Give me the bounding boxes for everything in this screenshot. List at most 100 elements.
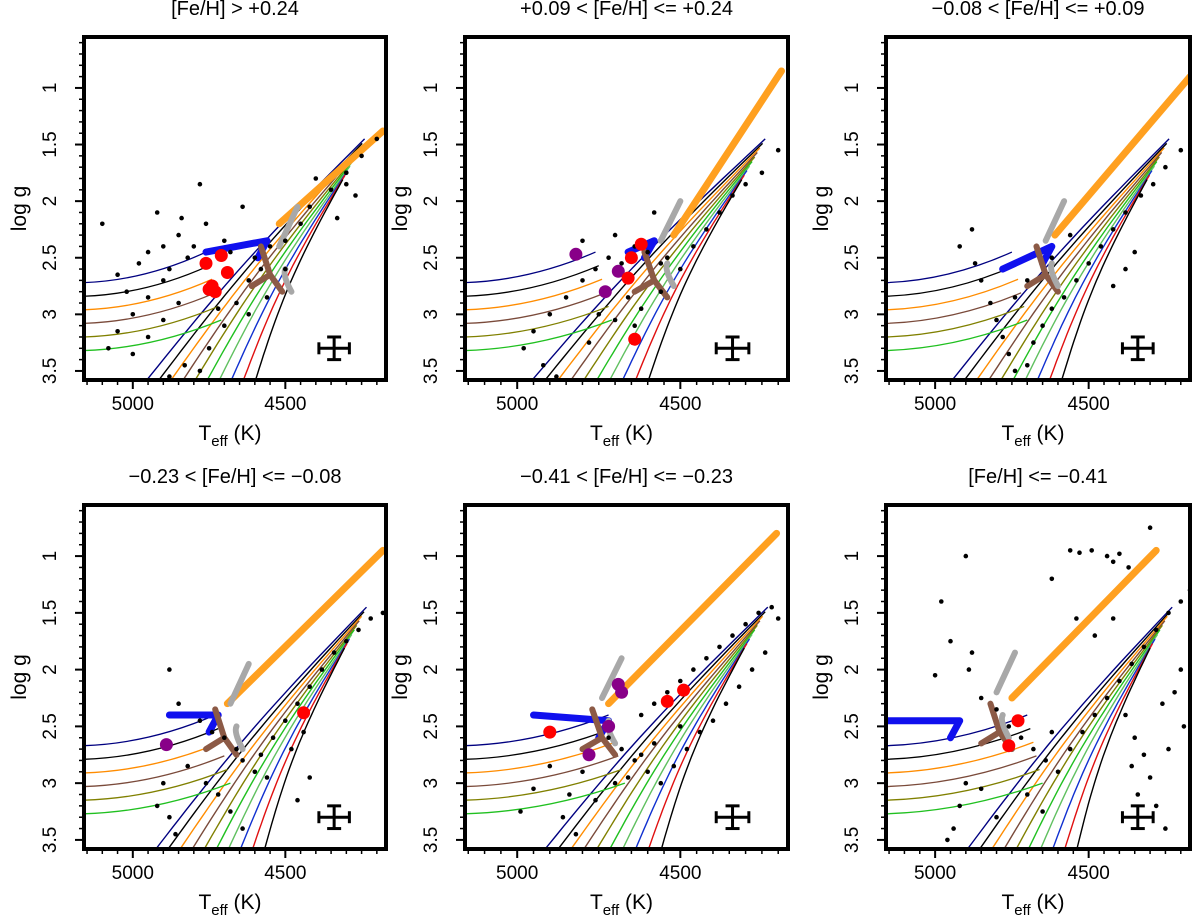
orange-band	[223, 546, 386, 708]
field-star-point	[203, 221, 209, 227]
brown-band	[579, 706, 619, 758]
x-axis-label: Teff (K)	[198, 422, 261, 450]
field-star-point	[270, 735, 276, 740]
field-star-point	[1006, 351, 1012, 357]
field-star-point	[994, 707, 999, 712]
field-star-point	[215, 792, 221, 797]
field-star-point	[619, 746, 624, 752]
x-axis-label: Teff (K)	[1001, 891, 1064, 919]
field-star-point	[606, 735, 611, 740]
field-star-point	[969, 650, 975, 655]
x-tick-label: 5000	[112, 863, 154, 884]
field-star-point	[762, 650, 768, 655]
field-star-point	[632, 758, 637, 763]
x-tick-label: 4500	[1068, 394, 1110, 415]
field-star-point	[298, 221, 303, 227]
y-tick-label: 3.5	[40, 358, 61, 384]
y-tick-label: 1	[40, 83, 61, 94]
plot-area	[886, 525, 1190, 849]
grey-band	[1042, 198, 1068, 290]
field-star-point	[167, 374, 172, 379]
field-star-point	[344, 170, 349, 176]
field-star-point	[939, 599, 944, 604]
track-line	[596, 624, 758, 849]
field-star-point	[710, 718, 716, 723]
field-star-point	[1126, 565, 1131, 570]
track-tail	[886, 292, 1022, 325]
field-star-point	[717, 644, 722, 650]
y-axis-label: log g	[810, 186, 833, 232]
field-star-point	[1031, 340, 1036, 345]
field-star-point	[1049, 306, 1055, 312]
field-star-point	[651, 701, 657, 706]
track-tail	[84, 728, 219, 760]
field-star-point	[1031, 746, 1036, 752]
track-line	[1036, 170, 1153, 380]
y-axis-label: log g	[810, 654, 833, 700]
track-tail	[84, 265, 210, 297]
x-tick-label: 4500	[659, 863, 701, 884]
track-tail	[465, 292, 606, 325]
field-star-point	[612, 232, 618, 238]
field-star-point	[743, 621, 748, 627]
track-line	[570, 151, 758, 380]
field-star-point	[1092, 633, 1098, 638]
field-star-point	[167, 667, 172, 672]
field-star-point	[176, 232, 181, 238]
y-tick-label: 1	[842, 83, 863, 94]
y-tick-label: 2.5	[842, 713, 863, 739]
field-star-point	[1153, 627, 1159, 633]
field-star-point	[684, 746, 690, 752]
track-tail	[84, 768, 228, 801]
x-tick-label: 5000	[112, 394, 154, 415]
y-tick-label: 1.5	[842, 131, 863, 157]
field-star-point	[1132, 735, 1137, 740]
field-star-point	[1040, 323, 1045, 329]
x-axis-label: Teff (K)	[590, 891, 653, 919]
red-point	[621, 271, 635, 285]
panel-2: 1 1.5 2 2.5 3 3.5 log g 5000 4500 Teff (K) +0.09 <…	[389, 0, 790, 450]
plot-area	[84, 546, 386, 849]
track-line	[978, 611, 1171, 849]
field-star-point	[567, 792, 572, 797]
panel-frame	[463, 503, 790, 851]
field-star-point	[154, 210, 160, 215]
field-star-point	[691, 244, 696, 249]
field-star-point	[1074, 278, 1079, 283]
field-star-point	[717, 210, 722, 215]
field-star-point	[704, 656, 709, 661]
x-axis-label-sub: eff	[211, 433, 228, 450]
y-tick-label: 3	[842, 778, 863, 789]
track-line	[609, 629, 756, 849]
field-star-point	[1181, 724, 1187, 729]
x-axis-label-unit: (K)	[619, 422, 653, 445]
field-star-point	[1025, 278, 1030, 283]
x-axis-label-main: T	[1001, 891, 1014, 914]
track-line	[544, 606, 769, 849]
y-tick-label: 2.5	[421, 244, 442, 270]
y-tick-label: 2	[421, 196, 442, 207]
field-star-point	[209, 729, 215, 735]
y-tick-label: 1.5	[40, 600, 61, 626]
purple-point	[598, 285, 612, 299]
field-star-point	[638, 306, 644, 312]
track-line	[263, 647, 346, 849]
field-star-point	[234, 746, 239, 752]
track-tail	[465, 782, 626, 815]
panel-frame	[463, 35, 790, 382]
purple-point	[569, 247, 583, 261]
field-star-point	[665, 255, 670, 260]
y-tick-label: 2.5	[421, 713, 442, 739]
panel-title: +0.09 < [Fe/H] <= +0.24	[520, 0, 733, 20]
y-axis-label: log g	[389, 186, 412, 232]
field-star-point	[638, 712, 644, 718]
y-tick-label: 3.5	[421, 358, 442, 384]
field-star-point	[267, 244, 273, 249]
field-star-point	[264, 775, 270, 780]
y-tick-label: 1.5	[421, 131, 442, 157]
field-star-point	[665, 690, 670, 695]
field-star-point	[632, 323, 637, 329]
field-star-point	[240, 204, 245, 210]
y-tick-label: 3.5	[40, 827, 61, 853]
